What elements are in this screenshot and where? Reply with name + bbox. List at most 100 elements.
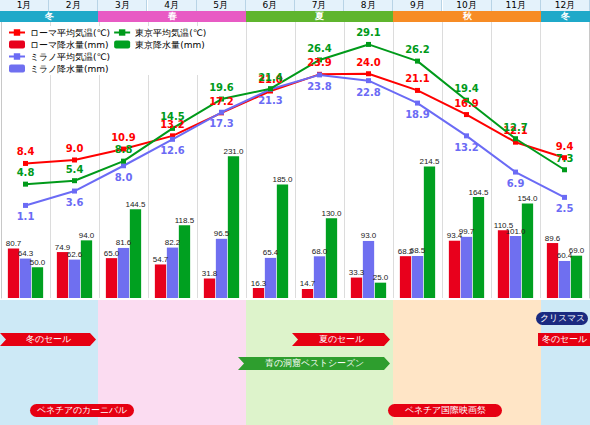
svg-text:26.4: 26.4 xyxy=(307,43,332,54)
html-text:ベネチアのカーニバル: ベネチアのカーニバル xyxy=(37,405,127,415)
svg-text:13.2: 13.2 xyxy=(454,142,479,153)
svg-text:82.2: 82.2 xyxy=(165,238,181,247)
html-text:夏のセール: 夏のセール xyxy=(318,334,364,344)
svg-text:130.0: 130.0 xyxy=(321,209,342,218)
svg-text:14.7: 14.7 xyxy=(300,279,316,288)
svg-text:74.9: 74.9 xyxy=(54,242,71,252)
svg-text:65.4: 65.4 xyxy=(263,248,279,257)
html-text:6月: 6月 xyxy=(262,0,278,10)
svg-text:ミラノ降水量(mm): ミラノ降水量(mm) xyxy=(30,64,109,74)
svg-text:19.6: 19.6 xyxy=(209,82,234,93)
svg-text:5.4: 5.4 xyxy=(66,164,84,175)
svg-text:18.9: 18.9 xyxy=(405,109,430,120)
html-text:冬: 冬 xyxy=(560,11,570,21)
html-text:冬: 冬 xyxy=(44,11,54,21)
svg-text:93.0: 93.0 xyxy=(361,231,377,240)
svg-text:65.0: 65.0 xyxy=(104,249,120,258)
svg-text:12.7: 12.7 xyxy=(503,122,528,133)
svg-text:33.3: 33.3 xyxy=(349,268,365,277)
html-text:10月: 10月 xyxy=(456,0,477,10)
svg-text:8.8: 8.8 xyxy=(115,144,133,155)
html-text:7月: 7月 xyxy=(311,0,327,10)
svg-text:81.6: 81.6 xyxy=(116,238,132,247)
svg-text:8.0: 8.0 xyxy=(115,172,133,183)
svg-text:62.6: 62.6 xyxy=(67,250,83,259)
svg-text:2.5: 2.5 xyxy=(556,203,574,214)
svg-text:185.0: 185.0 xyxy=(272,175,293,184)
svg-text:9.4: 9.4 xyxy=(556,141,574,152)
html-text:1月: 1月 xyxy=(16,0,32,10)
svg-text:26.2: 26.2 xyxy=(405,44,430,55)
svg-text:144.5: 144.5 xyxy=(125,200,146,209)
svg-text:12.6: 12.6 xyxy=(160,145,185,156)
svg-text:68.5: 68.5 xyxy=(410,246,426,255)
svg-text:17.2: 17.2 xyxy=(209,96,234,107)
svg-text:6.9: 6.9 xyxy=(507,178,525,189)
svg-text:22.8: 22.8 xyxy=(356,87,381,98)
svg-text:16.3: 16.3 xyxy=(251,279,267,288)
svg-text:16.9: 16.9 xyxy=(454,98,479,109)
svg-text:21.1: 21.1 xyxy=(405,73,430,84)
svg-text:154.0: 154.0 xyxy=(517,194,538,203)
svg-text:68.2: 68.2 xyxy=(397,246,414,256)
svg-text:69.0: 69.0 xyxy=(569,246,585,255)
svg-text:21.3: 21.3 xyxy=(258,95,283,106)
svg-text:89.6: 89.6 xyxy=(545,234,561,243)
html-text:冬のセール: 冬のセール xyxy=(541,334,587,344)
html-text:8月: 8月 xyxy=(360,0,376,10)
svg-text:29.1: 29.1 xyxy=(356,27,381,38)
html-text:12月: 12月 xyxy=(554,0,576,10)
svg-text:25.0: 25.0 xyxy=(373,273,389,282)
svg-text:7.3: 7.3 xyxy=(556,153,574,164)
svg-text:231.0: 231.0 xyxy=(223,147,244,156)
svg-text:23.8: 23.8 xyxy=(307,81,332,92)
html-text:9月: 9月 xyxy=(410,0,425,10)
svg-text:164.5: 164.5 xyxy=(468,188,489,197)
svg-text:94.0: 94.0 xyxy=(79,231,95,240)
svg-text:3.6: 3.6 xyxy=(66,197,84,208)
svg-text:54.7: 54.7 xyxy=(153,255,169,264)
svg-text:68.0: 68.0 xyxy=(312,247,328,256)
svg-text:99.7: 99.7 xyxy=(459,227,475,236)
svg-text:13.2: 13.2 xyxy=(160,118,185,130)
html-text:夏: 夏 xyxy=(315,11,325,21)
svg-text:101.0: 101.0 xyxy=(505,227,526,236)
svg-text:ローマ降水量(mm): ローマ降水量(mm) xyxy=(30,40,109,50)
svg-text:1.1: 1.1 xyxy=(17,211,35,222)
svg-text:19.4: 19.4 xyxy=(454,83,479,94)
html-text:冬のセール: 冬のセール xyxy=(25,334,71,344)
svg-text:東京平均気温(℃): 東京平均気温(℃) xyxy=(135,28,206,38)
svg-text:10.9: 10.9 xyxy=(111,132,136,143)
svg-text:118.5: 118.5 xyxy=(175,216,195,225)
svg-text:214.5: 214.5 xyxy=(419,157,440,166)
svg-text:23.9: 23.9 xyxy=(307,57,332,68)
svg-text:9.0: 9.0 xyxy=(66,143,84,154)
html-text:4月: 4月 xyxy=(164,0,179,10)
svg-text:14.5: 14.5 xyxy=(160,111,185,122)
svg-text:ローマ平均気温(℃): ローマ平均気温(℃) xyxy=(30,28,110,38)
html-text:5月: 5月 xyxy=(213,0,229,10)
svg-text:8.4: 8.4 xyxy=(17,146,35,157)
svg-text:東京降水量(mm): 東京降水量(mm) xyxy=(135,40,205,50)
svg-text:50.0: 50.0 xyxy=(30,258,46,267)
svg-text:4.8: 4.8 xyxy=(17,167,35,178)
svg-text:24.0: 24.0 xyxy=(356,57,381,68)
html-text:3月: 3月 xyxy=(115,0,130,10)
html-text:11月: 11月 xyxy=(505,0,526,10)
html-text:秋: 秋 xyxy=(462,11,472,21)
svg-text:60.4: 60.4 xyxy=(556,251,573,261)
svg-text:93.4: 93.4 xyxy=(446,231,463,241)
html-text:青の洞窟ベストシーズン: 青の洞窟ベストシーズン xyxy=(264,358,364,368)
svg-text:80.7: 80.7 xyxy=(6,239,22,248)
svg-text:64.3: 64.3 xyxy=(18,249,34,258)
svg-text:96.5: 96.5 xyxy=(214,229,230,238)
html-text:2月: 2月 xyxy=(65,0,81,10)
html-text:春: 春 xyxy=(167,11,177,21)
svg-text:17.3: 17.3 xyxy=(209,118,234,129)
svg-text:110.5: 110.5 xyxy=(493,220,514,230)
html-text:ベネチア国際映画祭: ベネチア国際映画祭 xyxy=(404,405,486,415)
svg-text:21.4: 21.4 xyxy=(258,72,283,83)
html-text:クリスマス: クリスマス xyxy=(539,313,585,323)
svg-text:ミラノ平均気温(℃): ミラノ平均気温(℃) xyxy=(30,52,110,62)
svg-text:31.8: 31.8 xyxy=(202,269,218,278)
